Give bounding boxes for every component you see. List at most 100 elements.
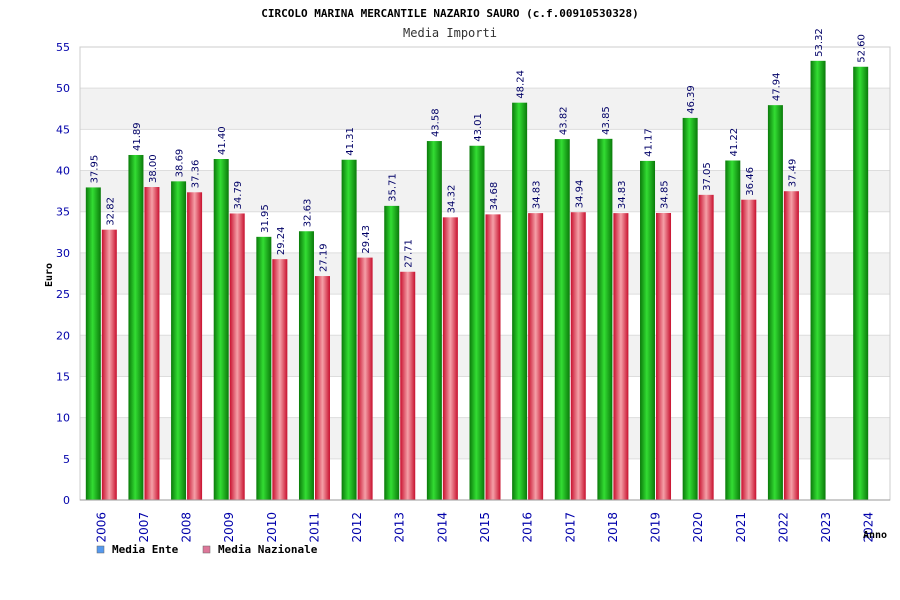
y-tick-label: 40: [56, 165, 70, 178]
x-axis-label: Anno: [863, 530, 887, 541]
bar-media-ente: [298, 231, 314, 501]
chart-subtitle: Media Importi: [403, 26, 497, 40]
bar-media-nazionale: [400, 271, 416, 500]
y-tick-label: 0: [63, 494, 70, 507]
data-label: 37.95: [89, 155, 100, 184]
y-tick-label: 45: [56, 123, 70, 136]
data-label: 34.79: [233, 181, 244, 210]
bar-media-nazionale: [656, 212, 672, 501]
legend-label: Media Ente: [112, 543, 179, 556]
data-label: 41.22: [729, 128, 740, 157]
bar-media-ente: [554, 139, 570, 500]
x-tick-label: 2013: [393, 512, 407, 543]
legend-swatch: [202, 545, 211, 554]
data-label: 34.83: [532, 180, 543, 209]
bar-media-ente: [256, 236, 272, 500]
legend-label: Media Nazionale: [218, 543, 318, 556]
bar-media-ente: [682, 117, 698, 500]
bar-media-nazionale: [528, 213, 544, 501]
data-label: 52.60: [857, 34, 868, 63]
x-tick-label: 2023: [819, 512, 833, 543]
x-tick-label: 2010: [265, 512, 279, 543]
data-label: 32.63: [302, 199, 313, 228]
x-tick-label: 2014: [435, 512, 449, 543]
y-tick-label: 35: [56, 206, 70, 219]
data-label: 46.39: [686, 85, 697, 114]
bar-media-nazionale: [783, 191, 799, 500]
grid-band: [80, 88, 890, 130]
data-label: 34.68: [489, 182, 500, 211]
data-label: 36.46: [745, 167, 756, 196]
axes: 0 5 10 15 20 25 30 35 40 45 50 55 2006 2007 2008 2009 20…: [56, 41, 890, 543]
bar-media-ente: [85, 187, 101, 500]
chart-title: CIRCOLO MARINA MERCANTILE NAZARIO SAURO …: [261, 7, 639, 20]
data-label: 43.01: [473, 113, 484, 142]
x-tick-label: 2017: [563, 512, 577, 543]
legend: Media Ente Media Nazionale: [96, 543, 318, 556]
legend-swatch: [96, 545, 105, 554]
bar-media-ente: [597, 138, 613, 500]
x-tick-label: 2008: [180, 512, 194, 543]
bar-media-nazionale: [442, 217, 458, 500]
x-tick-label: 2012: [350, 512, 364, 543]
bar-media-nazionale: [229, 213, 245, 500]
bar-media-nazionale: [613, 213, 629, 501]
bar-media-ente: [128, 154, 144, 500]
x-tick-label: 2016: [521, 512, 535, 543]
data-label: 27.19: [318, 243, 329, 272]
bar-media-nazionale: [144, 187, 160, 500]
bar-media-ente: [725, 160, 741, 501]
x-tick-label: 2024: [862, 512, 876, 543]
x-tick-label: 2022: [776, 512, 790, 543]
data-label: 34.85: [660, 180, 671, 209]
data-label: 41.17: [644, 128, 655, 157]
data-labels: 37.95 41.89 38.69 41.40 31.95 32.63 41.31 35.71…: [89, 28, 867, 272]
x-tick-label: 2020: [691, 512, 705, 543]
bar-media-ente: [384, 205, 400, 500]
bar-media-ente: [426, 141, 442, 500]
data-label: 34.32: [446, 185, 457, 214]
bar-media-ente: [853, 66, 869, 500]
data-label: 38.00: [148, 154, 159, 183]
data-label: 37.36: [191, 160, 202, 189]
data-label: 29.43: [361, 225, 372, 254]
data-label: 41.31: [345, 127, 356, 156]
y-tick-label: 25: [56, 288, 70, 301]
x-tick-label: 2007: [137, 512, 151, 543]
x-tick-label: 2006: [94, 512, 108, 543]
x-tick-label: 2011: [307, 512, 321, 543]
data-label: 34.83: [617, 180, 628, 209]
data-label: 48.24: [516, 70, 527, 99]
bar-media-ente: [810, 60, 826, 500]
data-label: 37.49: [787, 159, 798, 188]
y-tick-label: 15: [56, 370, 70, 383]
bar-media-ente: [512, 102, 528, 500]
bar-media-ente: [213, 159, 229, 501]
y-tick-label: 55: [56, 41, 70, 54]
y-axis-label: Euro: [44, 263, 55, 287]
bar-media-nazionale: [698, 194, 714, 501]
x-tick-label: 2018: [606, 512, 620, 543]
data-label: 53.32: [814, 28, 825, 57]
bar-media-ente: [469, 145, 485, 500]
bar-media-nazionale: [357, 257, 373, 500]
bar-media-nazionale: [314, 276, 330, 500]
bar-media-nazionale: [570, 212, 586, 501]
data-label: 32.82: [105, 197, 116, 226]
data-label: 47.94: [771, 73, 782, 102]
data-label: 43.82: [558, 106, 569, 135]
bar-media-nazionale: [272, 259, 288, 500]
bar-media-ente: [341, 159, 357, 501]
bar-media-nazionale: [741, 199, 757, 500]
bar-media-ente: [171, 181, 187, 501]
data-label: 35.71: [388, 173, 399, 202]
bar-media-ente: [767, 105, 783, 500]
data-label: 43.58: [430, 108, 441, 137]
bar-media-nazionale: [485, 214, 501, 500]
y-tick-label: 5: [63, 453, 70, 466]
x-tick-label: 2015: [478, 512, 492, 543]
y-tick-label: 50: [56, 82, 70, 95]
data-label: 31.95: [260, 204, 271, 233]
data-label: 38.69: [175, 149, 186, 178]
